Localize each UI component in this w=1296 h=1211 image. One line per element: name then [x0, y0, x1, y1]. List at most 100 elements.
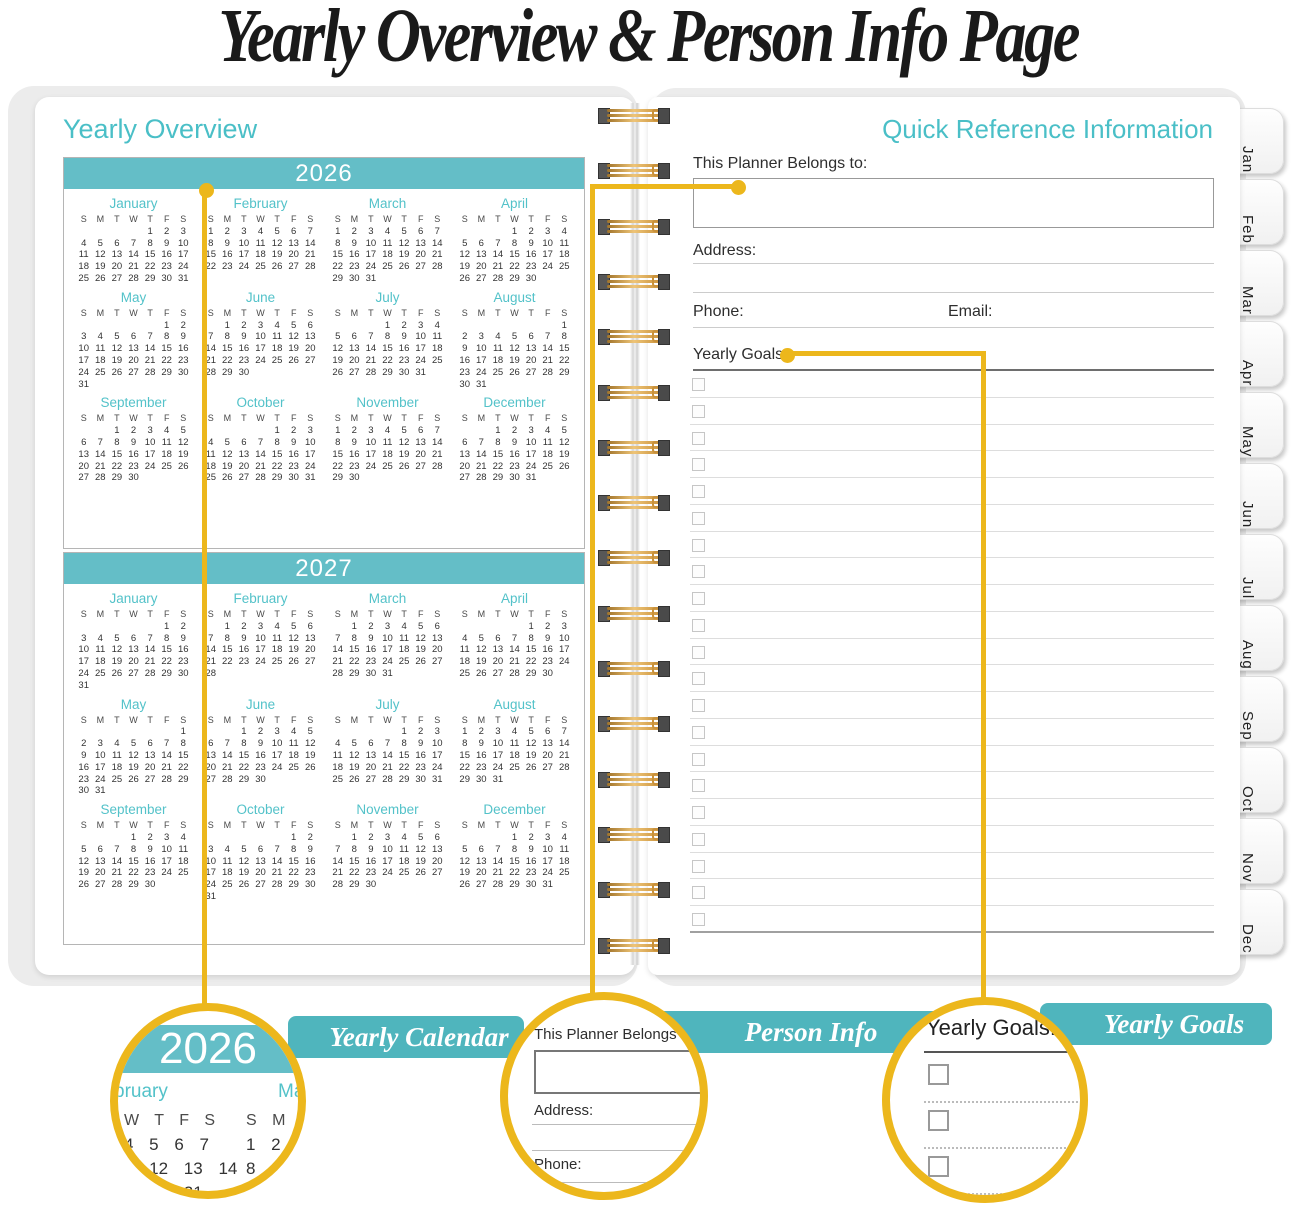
day-number: 29: [161, 366, 172, 378]
day-number: 9: [478, 738, 484, 750]
day-number: 30: [349, 472, 360, 484]
day-number: 5: [291, 319, 297, 331]
day-number: 9: [164, 237, 170, 249]
month-name: November: [356, 802, 419, 818]
binding-coil: [598, 161, 670, 181]
weekday-letter: W: [510, 413, 519, 424]
goal-checkbox[interactable]: [692, 913, 705, 926]
zoom-belongs-input[interactable]: [534, 1050, 700, 1094]
weekday-letter: F: [163, 820, 170, 831]
day-number: 25: [161, 460, 172, 472]
day-number: 15: [222, 644, 233, 656]
day-number: 30: [476, 773, 487, 785]
day-number: 20: [525, 354, 537, 366]
goal-checkbox[interactable]: [692, 565, 705, 579]
day-number: 30: [398, 366, 410, 378]
day-number: 10: [365, 237, 377, 249]
month-name: June: [245, 696, 276, 712]
day-number: 25: [398, 867, 410, 879]
goal-checkbox[interactable]: [692, 618, 705, 632]
goal-checkbox[interactable]: [692, 725, 705, 739]
address-line-2[interactable]: [693, 292, 1214, 293]
day-number: 17: [255, 343, 266, 355]
phone-email-line[interactable]: [693, 327, 1214, 328]
day-number: 27: [431, 656, 443, 668]
day-number: 29: [398, 773, 410, 785]
goal-checkbox[interactable]: [692, 699, 705, 712]
goal-checkbox[interactable]: [692, 806, 705, 819]
zoom-goal-checkbox[interactable]: [928, 1064, 949, 1085]
day-number: 30: [459, 378, 470, 390]
day-number: 20: [144, 761, 156, 773]
weekday-letter: T: [114, 214, 120, 224]
goal-checkbox[interactable]: [692, 832, 705, 846]
day-number: 27: [205, 773, 216, 785]
day-number: 23: [509, 460, 520, 472]
day-number: 20: [78, 460, 89, 472]
day-number: 19: [476, 656, 487, 668]
weekday-letter: S: [461, 714, 468, 725]
goal-checkbox[interactable]: [692, 431, 705, 445]
weekday-letter: M: [96, 714, 105, 725]
day-number: 25: [492, 366, 504, 378]
day-number: 10: [177, 237, 189, 249]
weekday-letter: S: [180, 214, 187, 224]
zoom-goal-checkbox[interactable]: [928, 1156, 949, 1177]
day-number: 30: [349, 272, 360, 284]
day-number: 6: [307, 620, 313, 632]
zoom-goal-checkbox[interactable]: [928, 1110, 949, 1131]
day-number: 17: [492, 749, 504, 761]
weekday-letter: T: [495, 609, 501, 619]
day-number: 11: [399, 632, 410, 644]
goal-checkbox[interactable]: [692, 485, 705, 498]
month-name: February: [233, 591, 288, 606]
coil-hole-right: [658, 273, 670, 290]
day-number: 8: [335, 436, 341, 448]
goal-row: [690, 505, 1214, 532]
day-number: 23: [304, 867, 316, 879]
day-number: 1: [274, 425, 280, 437]
goal-checkbox[interactable]: [692, 538, 705, 552]
day-number: 25: [111, 773, 123, 785]
goal-checkbox[interactable]: [692, 592, 705, 605]
day-number: 19: [332, 354, 343, 366]
goal-checkbox[interactable]: [692, 672, 705, 686]
day-number: 1: [401, 726, 407, 738]
day-number: 9: [368, 632, 374, 644]
goal-checkbox[interactable]: [692, 779, 705, 793]
day-number: 27: [128, 667, 139, 679]
month-name: January: [109, 591, 158, 606]
day-number: 8: [114, 436, 120, 448]
day-number: 26: [128, 773, 139, 785]
day-number: 14: [144, 343, 156, 355]
day-number: 11: [492, 343, 503, 355]
goal-checkbox[interactable]: [692, 752, 705, 766]
day-number: 28: [111, 879, 123, 891]
day-number: 13: [492, 644, 504, 656]
goal-checkbox[interactable]: [692, 404, 705, 418]
day-number: 10: [542, 843, 553, 855]
goal-checkbox[interactable]: [692, 886, 705, 900]
day-number: 13: [95, 855, 106, 867]
day-number: 20: [205, 761, 216, 773]
day-number: 8: [208, 237, 214, 249]
goal-checkbox[interactable]: [692, 511, 705, 525]
goal-checkbox[interactable]: [692, 458, 705, 472]
goal-checkbox[interactable]: [692, 645, 705, 659]
day-number: 27: [365, 773, 377, 785]
belongs-input[interactable]: [693, 178, 1214, 228]
goal-checkbox[interactable]: [692, 378, 705, 391]
day-number: 2: [368, 831, 374, 843]
day-number: 26: [415, 656, 426, 668]
month-day-grid: S M T W T F S 1 2 3 4 5 6 7 8 9 10 11 12 13 14 15 16 17 18 19 20 21…: [328, 214, 447, 285]
weekday-letter: M: [477, 820, 486, 831]
day-number: 1: [241, 726, 247, 738]
day-number: 28: [255, 472, 266, 484]
address-line-1[interactable]: [693, 263, 1214, 264]
day-number: 22: [558, 354, 570, 366]
coil-wire: [607, 561, 661, 565]
goal-checkbox[interactable]: [692, 859, 705, 873]
day-number: 20: [238, 460, 250, 472]
day-number: 9: [528, 237, 534, 249]
weekday-letter: W: [383, 820, 392, 831]
